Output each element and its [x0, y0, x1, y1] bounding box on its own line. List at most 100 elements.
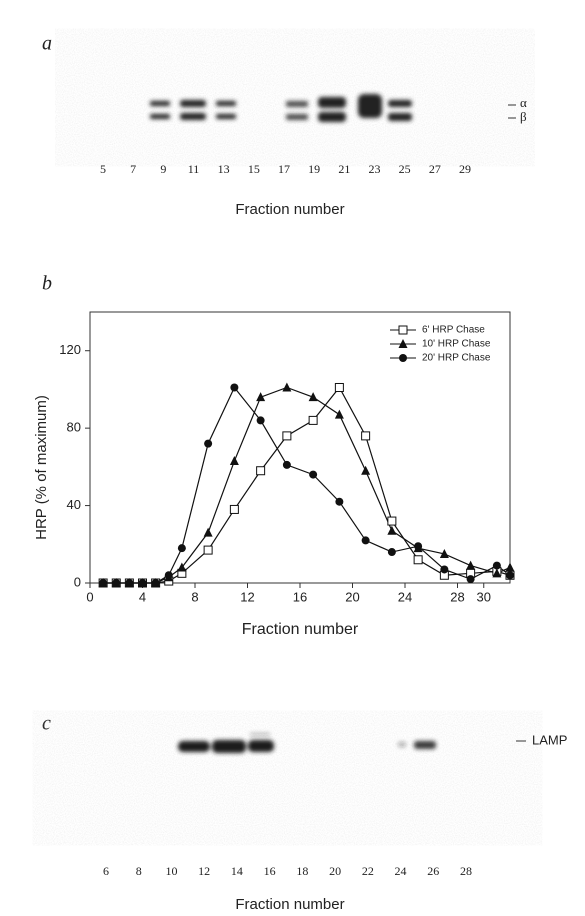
x-tick-label: 12 [240, 589, 254, 604]
legend-label: 10' HRP Chase [422, 339, 491, 350]
data-point [413, 555, 423, 565]
data-point [334, 409, 344, 419]
legend-label: 20' HRP Chase [422, 353, 491, 364]
legend-label: 6' HRP Chase [422, 325, 485, 336]
lane-label: 26 [427, 864, 439, 878]
data-point [466, 575, 475, 584]
lane-label: 27 [429, 162, 441, 176]
lane-label: 28 [460, 864, 472, 878]
data-point [164, 571, 173, 580]
lane-label: 21 [338, 162, 350, 176]
lane-label: 17 [278, 162, 290, 176]
lane-label: 6 [103, 864, 109, 878]
gel-background [95, 40, 495, 155]
lane-label: 15 [248, 162, 260, 176]
lane-label: 14 [231, 864, 243, 878]
band-label: LAMP [532, 732, 567, 747]
data-point [439, 548, 449, 558]
data-point [138, 579, 147, 587]
panel-label: a [42, 33, 52, 55]
lane-label: 9 [160, 162, 166, 176]
panel-label: c [42, 713, 51, 735]
lane-label: 7 [130, 162, 136, 176]
y-axis-label: HRP (% of maximum) [33, 395, 50, 540]
data-point [203, 545, 213, 555]
data-point [387, 548, 396, 557]
data-point [361, 431, 371, 441]
lane-label: 13 [218, 162, 230, 176]
data-point [334, 382, 344, 392]
data-point [414, 542, 423, 551]
data-point [335, 497, 344, 506]
data-point [282, 382, 292, 392]
data-point [492, 568, 502, 578]
data-point [282, 460, 291, 469]
data-point [282, 431, 292, 441]
panel-label: b [42, 273, 52, 295]
data-point [99, 579, 108, 587]
x-tick-label: 8 [191, 589, 198, 604]
lane-label: 5 [100, 162, 106, 176]
lane-label: 16 [264, 864, 276, 878]
y-tick-label: 120 [59, 342, 81, 357]
data-point [256, 392, 266, 402]
lane-labels: 6 8 10 12 14 16 18 20 22 24 26 28 [103, 864, 472, 878]
legend-marker [398, 325, 408, 335]
data-point [256, 416, 265, 425]
lane-label: 11 [188, 162, 200, 176]
lane-label: 8 [136, 864, 142, 878]
legend-marker [398, 339, 408, 348]
data-point [177, 544, 186, 553]
x-axis-label: Fraction number [235, 896, 344, 913]
data-point [505, 562, 515, 572]
lane-label: 12 [198, 864, 210, 878]
lane-label: 20 [329, 864, 341, 878]
y-tick-label: 80 [67, 420, 81, 435]
x-tick-label: 16 [293, 589, 307, 604]
data-point [466, 560, 476, 570]
lane-label: 22 [362, 864, 374, 878]
data-point [361, 465, 371, 475]
lane-labels: 5 7 9 11 13 15 17 19 21 23 25 27 29 [100, 162, 471, 176]
data-point [177, 562, 187, 572]
data-point [229, 456, 239, 466]
data-point [112, 579, 121, 587]
series-line [103, 386, 511, 584]
lane-label: 23 [369, 162, 381, 176]
gel-bands [178, 733, 436, 753]
series-line [103, 386, 511, 584]
data-point [506, 571, 514, 580]
data-point [492, 561, 501, 570]
x-axis-label: Fraction number [242, 621, 359, 638]
lane-label: 10 [165, 864, 177, 878]
band-label: α [520, 95, 527, 110]
lane-label: 24 [395, 864, 407, 878]
lane-label: 19 [308, 162, 320, 176]
x-tick-label: 4 [139, 589, 146, 604]
lane-label: 29 [459, 162, 471, 176]
series-line [103, 386, 511, 584]
lane-label: 18 [296, 864, 308, 878]
y-tick-label: 40 [67, 497, 81, 512]
data-point [309, 470, 318, 479]
y-tick-label: 0 [74, 574, 81, 589]
data-point [230, 383, 239, 392]
data-point [204, 439, 213, 448]
x-axis-label: Fraction number [235, 201, 344, 218]
lane-label: 25 [399, 162, 411, 176]
data-point [387, 516, 397, 526]
data-point [203, 527, 213, 537]
data-point [125, 579, 134, 587]
data-point [256, 466, 266, 476]
x-tick-label: 28 [450, 589, 464, 604]
x-tick-label: 20 [345, 589, 359, 604]
data-point [229, 504, 239, 514]
data-point [440, 565, 449, 574]
gel-bands [150, 94, 412, 122]
data-point [361, 536, 370, 545]
x-tick-label: 0 [86, 589, 93, 604]
legend-marker [399, 354, 407, 362]
data-point [308, 392, 318, 402]
gel-background [75, 722, 500, 834]
